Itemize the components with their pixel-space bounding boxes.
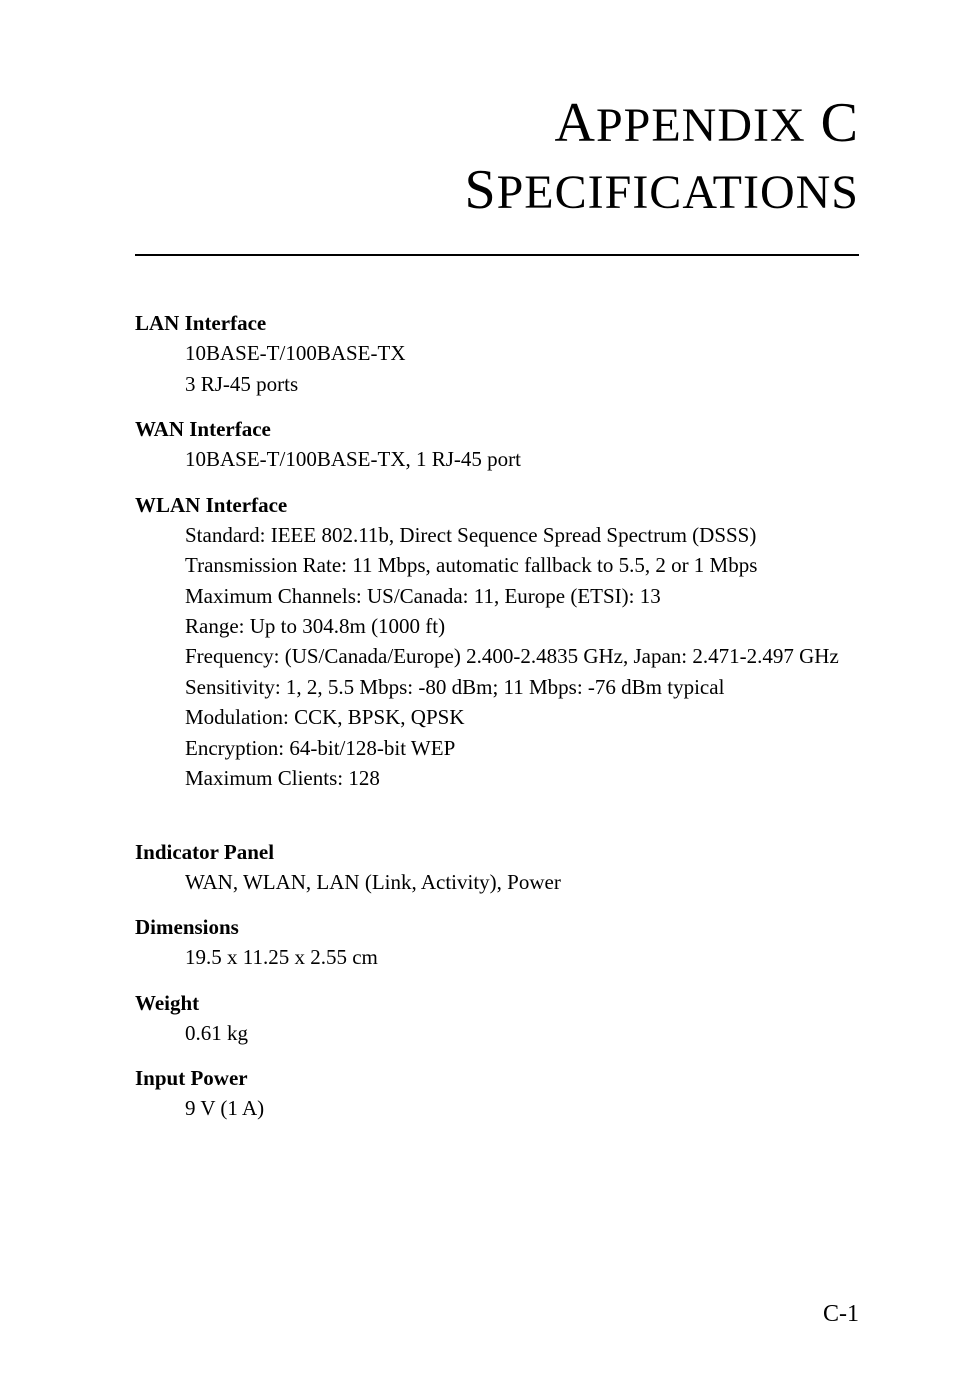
spec-line: Maximum Channels: US/Canada: 11, Europe …	[185, 581, 859, 611]
spec-line: Maximum Clients: 128	[185, 763, 859, 793]
spec-line: 9 V (1 A)	[185, 1093, 859, 1123]
spec-line: 3 RJ-45 ports	[185, 369, 859, 399]
spec-line: 10BASE-T/100BASE-TX	[185, 338, 859, 368]
section-label-indicator: Indicator Panel	[135, 840, 859, 865]
spec-line: Frequency: (US/Canada/Europe) 2.400-2.48…	[185, 641, 859, 671]
title-text: PECIFICATIONS	[497, 166, 859, 219]
section-label-lan: LAN Interface	[135, 311, 859, 336]
appendix-title: APPENDIX C SPECIFICATIONS	[135, 90, 859, 224]
section-label-wlan: WLAN Interface	[135, 493, 859, 518]
title-line-2: SPECIFICATIONS	[135, 157, 859, 224]
spec-line: Encryption: 64-bit/128-bit WEP	[185, 733, 859, 763]
title-line-1: APPENDIX C	[135, 90, 859, 157]
spec-line: Range: Up to 304.8m (1000 ft)	[185, 611, 859, 641]
spec-line: 19.5 x 11.25 x 2.55 cm	[185, 942, 859, 972]
title-cap: A	[555, 92, 596, 154]
spec-line: Modulation: CCK, BPSK, QPSK	[185, 702, 859, 732]
title-text: PPENDIX	[596, 99, 806, 152]
spec-line: WAN, WLAN, LAN (Link, Activity), Power	[185, 867, 859, 897]
spec-line: 0.61 kg	[185, 1018, 859, 1048]
spec-line: Standard: IEEE 802.11b, Direct Sequence …	[185, 520, 859, 550]
page-number: C-1	[823, 1301, 859, 1328]
title-cap: S	[464, 159, 496, 221]
section-label-dimensions: Dimensions	[135, 915, 859, 940]
section-label-power: Input Power	[135, 1066, 859, 1091]
section-label-wan: WAN Interface	[135, 417, 859, 442]
spec-line: Transmission Rate: 11 Mbps, automatic fa…	[185, 550, 859, 580]
spec-line: Sensitivity: 1, 2, 5.5 Mbps: -80 dBm; 11…	[185, 672, 859, 702]
title-cap: C	[806, 92, 859, 154]
spec-line: 10BASE-T/100BASE-TX, 1 RJ-45 port	[185, 444, 859, 474]
title-divider	[135, 254, 859, 256]
section-label-weight: Weight	[135, 991, 859, 1016]
